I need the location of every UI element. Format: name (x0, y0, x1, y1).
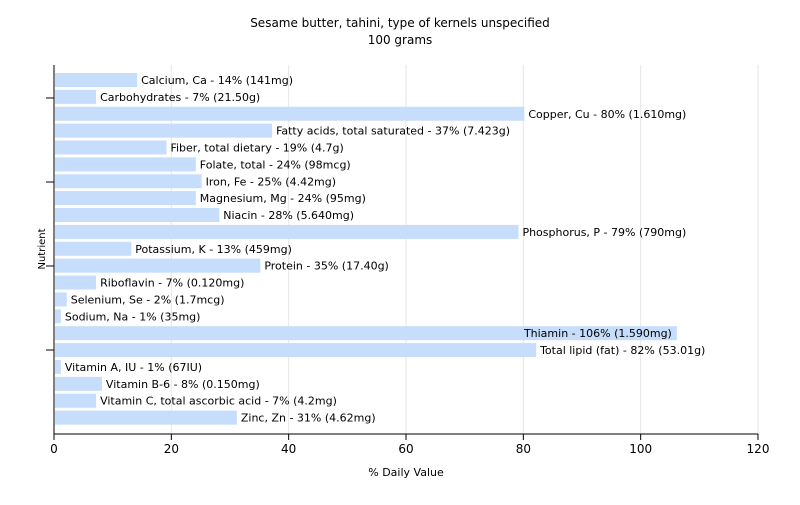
bar (55, 376, 102, 391)
bar-label: Riboflavin - 7% (0.120mg) (100, 277, 244, 290)
bar-label: Zinc, Zn - 31% (4.62mg) (241, 412, 376, 425)
bar (55, 343, 537, 358)
x-tick-label: 100 (629, 442, 652, 456)
bar-label: Total lipid (fat) - 82% (53.01g) (539, 344, 705, 357)
x-axis-label: % Daily Value (368, 466, 444, 479)
bar (55, 309, 61, 324)
bar-label: Vitamin A, IU - 1% (67IU) (65, 361, 202, 374)
bar (55, 191, 196, 206)
bar-label: Iron, Fe - 25% (4.42mg) (206, 175, 336, 188)
x-tick-label: 80 (516, 442, 531, 456)
chart-subtitle: 100 grams (368, 33, 433, 47)
bar (55, 326, 677, 341)
bar-label: Thiamin - 106% (1.590mg) (523, 327, 672, 340)
bar (55, 224, 519, 239)
bar (55, 106, 525, 121)
bar-label: Vitamin B-6 - 8% (0.150mg) (106, 378, 260, 391)
bar-label: Sodium, Na - 1% (35mg) (65, 310, 201, 323)
bar (55, 410, 237, 425)
y-axis-label: Nutrient (37, 228, 48, 269)
bar (55, 241, 132, 256)
x-tick-label: 60 (398, 442, 413, 456)
bar (55, 140, 167, 155)
x-tick-label: 40 (281, 442, 296, 456)
bar-label: Potassium, K - 13% (459mg) (135, 243, 292, 256)
bar (55, 208, 220, 223)
bar-label: Protein - 35% (17.40g) (264, 260, 389, 273)
bar-label: Magnesium, Mg - 24% (95mg) (200, 192, 366, 205)
bar-labels: Calcium, Ca - 14% (141mg) Carbohydrates -… (65, 74, 705, 425)
bar (55, 123, 273, 138)
bar (55, 157, 196, 172)
x-tick-label: 120 (747, 442, 770, 456)
x-tick-label: 0 (50, 442, 58, 456)
bar-label: Fiber, total dietary - 19% (4.7g) (170, 142, 343, 155)
bar-label: Niacin - 28% (5.640mg) (223, 209, 354, 222)
bar (55, 73, 138, 87)
bar (55, 89, 97, 104)
bar-label: Folate, total - 24% (98mcg) (200, 158, 351, 171)
bar (55, 275, 97, 290)
bar-label: Calcium, Ca - 14% (141mg) (141, 74, 293, 87)
bar-label: Fatty acids, total saturated - 37% (7.42… (276, 125, 510, 138)
bars (55, 73, 677, 425)
bar-label: Phosphorus, P - 79% (790mg) (522, 226, 686, 239)
x-ticks: 0 20 40 60 80 100 120 (50, 434, 769, 456)
bar (55, 258, 261, 273)
bar (55, 174, 202, 189)
chart-title: Sesame butter, tahini, type of kernels u… (250, 16, 550, 30)
bar-label: Vitamin C, total ascorbic acid - 7% (4.2… (100, 395, 337, 408)
bar-label: Copper, Cu - 80% (1.610mg) (528, 108, 686, 121)
grid (170, 65, 759, 434)
bar (55, 359, 61, 374)
bar-label: Selenium, Se - 2% (1.7mcg) (71, 293, 225, 306)
bar (55, 292, 67, 307)
bar (55, 393, 97, 408)
bar-label: Carbohydrates - 7% (21.50g) (100, 91, 260, 104)
x-tick-label: 20 (164, 442, 179, 456)
